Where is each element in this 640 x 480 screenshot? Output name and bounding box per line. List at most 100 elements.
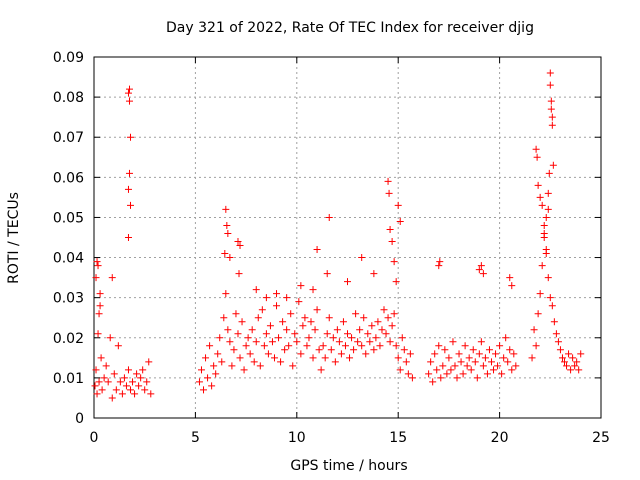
data-point — [467, 366, 475, 374]
data-point — [135, 382, 143, 390]
data-point — [93, 258, 101, 266]
data-point — [226, 338, 234, 346]
data-point — [317, 366, 325, 374]
data-point — [200, 386, 208, 394]
data-point — [234, 238, 242, 246]
data-point — [331, 358, 339, 366]
data-point — [443, 370, 451, 378]
data-point — [554, 338, 562, 346]
data-point — [281, 346, 289, 354]
x-tick-label: 5 — [191, 430, 200, 446]
data-point — [429, 378, 437, 386]
data-point — [485, 346, 493, 354]
data-point — [548, 113, 556, 121]
y-tick-label: 0 — [75, 411, 84, 427]
data-point — [244, 334, 252, 342]
data-point — [230, 346, 238, 354]
data-point — [129, 378, 137, 386]
data-point — [384, 314, 392, 322]
data-point — [364, 330, 372, 338]
data-point — [127, 201, 135, 209]
data-point — [311, 326, 319, 334]
data-point — [496, 342, 504, 350]
y-tick-label: 0.01 — [53, 371, 84, 387]
data-point — [289, 362, 297, 370]
data-point — [319, 342, 327, 350]
data-point — [335, 338, 343, 346]
data-point — [370, 270, 378, 278]
data-point — [360, 314, 368, 322]
data-point — [396, 366, 404, 374]
data-point — [528, 354, 536, 362]
data-point — [195, 378, 203, 386]
data-point — [437, 374, 445, 382]
chart-title: Day 321 of 2022, Rate Of TEC Index for r… — [166, 20, 534, 36]
data-point — [96, 302, 104, 310]
data-point — [141, 386, 149, 394]
data-point — [506, 274, 514, 282]
data-point — [277, 358, 285, 366]
data-point — [238, 318, 246, 326]
data-point — [396, 217, 404, 225]
data-point — [544, 189, 552, 197]
data-point — [563, 362, 571, 370]
data-point — [256, 362, 264, 370]
data-point — [533, 153, 541, 161]
data-point — [571, 362, 579, 370]
data-point — [469, 346, 477, 354]
data-point — [390, 258, 398, 266]
data-point — [303, 342, 311, 350]
data-point — [461, 342, 469, 350]
data-point — [232, 310, 240, 318]
data-point — [124, 366, 132, 374]
data-point — [431, 350, 439, 358]
data-point — [313, 246, 321, 254]
data-point — [544, 274, 552, 282]
data-point — [552, 330, 560, 338]
data-point — [273, 302, 281, 310]
data-point — [124, 185, 132, 193]
data-point — [358, 254, 366, 262]
data-point — [510, 350, 518, 358]
data-point — [98, 386, 106, 394]
data-point — [435, 262, 443, 270]
data-point — [402, 358, 410, 366]
data-point — [226, 254, 234, 262]
data-point — [372, 334, 380, 342]
data-point — [556, 346, 564, 354]
data-point — [94, 330, 102, 338]
data-point — [544, 205, 552, 213]
data-point — [224, 229, 232, 237]
data-point — [124, 234, 132, 241]
data-point — [270, 354, 278, 362]
data-point — [508, 282, 516, 290]
data-point — [577, 350, 585, 358]
data-point — [404, 370, 412, 378]
data-point — [376, 342, 384, 350]
data-point — [133, 370, 141, 378]
data-point — [573, 358, 581, 366]
data-point — [236, 354, 244, 362]
data-point — [287, 310, 295, 318]
data-point — [131, 390, 139, 398]
data-point — [108, 274, 116, 282]
data-point — [368, 322, 376, 330]
data-point — [297, 350, 305, 358]
data-point — [542, 213, 550, 221]
data-point — [220, 314, 228, 322]
data-point — [532, 145, 540, 153]
data-point — [252, 338, 260, 346]
data-point — [565, 350, 573, 358]
data-point — [333, 326, 341, 334]
data-point — [108, 394, 116, 402]
data-point — [325, 213, 333, 221]
data-point — [323, 270, 331, 278]
data-point — [246, 350, 254, 358]
y-tick-label: 0.04 — [53, 251, 84, 267]
data-point — [394, 201, 402, 209]
data-point — [218, 358, 226, 366]
data-point — [388, 238, 396, 246]
data-point — [125, 97, 133, 105]
data-point — [327, 346, 335, 354]
data-point — [506, 346, 514, 354]
